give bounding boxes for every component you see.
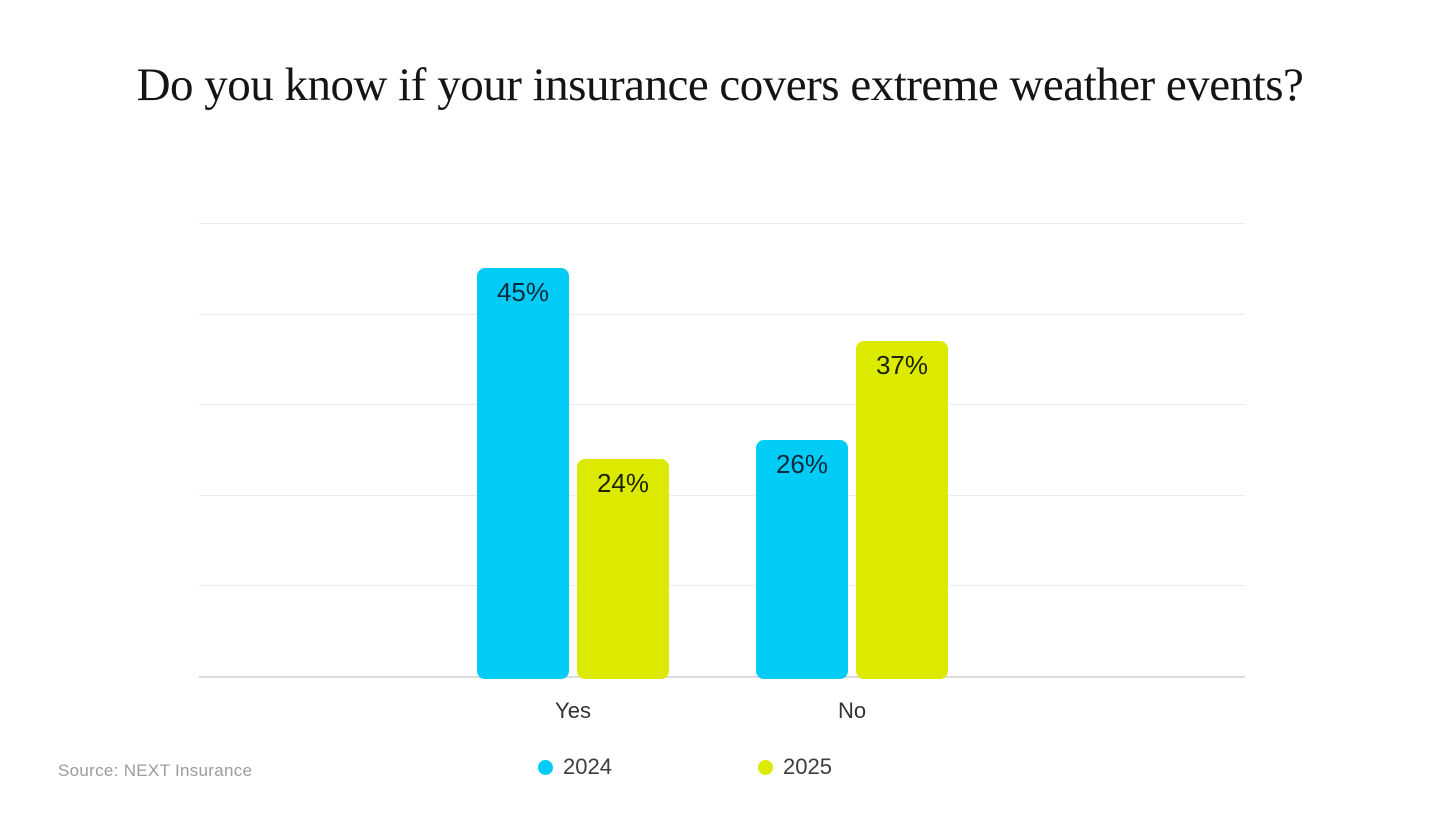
legend-dot-icon: [538, 759, 553, 775]
gridline-50: [199, 223, 1245, 224]
bar-value-label: 26%: [775, 449, 829, 480]
bar-no-2024: 26%: [756, 440, 848, 679]
bar-yes-2025: 24%: [577, 458, 669, 679]
gridline-30: [199, 404, 1245, 406]
bar-no-2025: 37%: [856, 340, 948, 679]
legend-label: 2025: [783, 754, 832, 779]
legend-item-2024: 2024: [538, 754, 612, 780]
gridline-40: [199, 313, 1245, 315]
legend-dot-icon: [758, 759, 773, 775]
source-note: Source: NEXT Insurance: [58, 761, 253, 780]
bar-yes-2024: 45%: [477, 268, 569, 679]
plot-area: 45% 24% 26% 37%: [199, 223, 1245, 679]
bar-value-label: 45%: [496, 277, 550, 308]
gridline-10: [199, 585, 1245, 587]
bar-value-label: 24%: [596, 467, 650, 498]
x-axis-line: [199, 676, 1245, 678]
chart-title: Do you know if your insurance covers ext…: [136, 59, 1304, 111]
x-axis-label-no: No: [837, 698, 867, 723]
legend-label: 2024: [563, 754, 612, 779]
legend-item-2025: 2025: [758, 754, 832, 780]
bar-value-label: 37%: [875, 349, 929, 380]
gridline-20: [199, 494, 1245, 496]
x-axis-label-yes: Yes: [555, 698, 591, 723]
